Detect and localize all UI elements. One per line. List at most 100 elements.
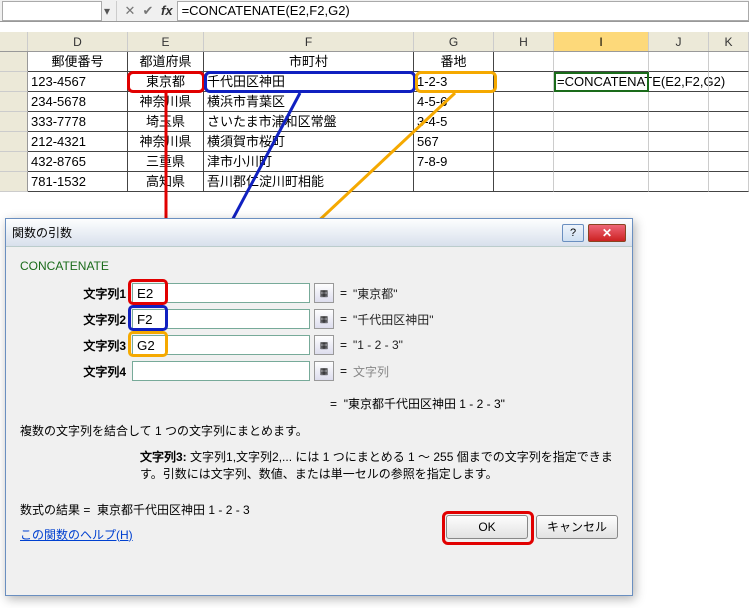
arg-input[interactable] <box>132 361 310 381</box>
cell[interactable] <box>709 172 749 192</box>
cell[interactable] <box>494 92 554 112</box>
arg-row: 文字列3▦="1 - 2 - 3" <box>20 335 618 355</box>
range-picker-icon[interactable]: ▦ <box>314 335 334 355</box>
cell[interactable] <box>414 172 494 192</box>
header-cell[interactable]: 番地 <box>414 52 494 72</box>
cell[interactable] <box>649 52 709 72</box>
cell[interactable]: 千代田区神田 <box>204 72 414 92</box>
header-cell[interactable]: 市町村 <box>204 52 414 72</box>
table-row: 432-8765三重県津市小川町7-8-9 <box>0 152 749 172</box>
cell[interactable] <box>554 52 649 72</box>
cell[interactable] <box>494 52 554 72</box>
cancel-button[interactable]: キャンセル <box>536 515 618 539</box>
cell[interactable]: 横須賀市桜町 <box>204 132 414 152</box>
cell[interactable] <box>494 152 554 172</box>
dialog-titlebar[interactable]: 関数の引数 ? ✕ <box>6 219 632 247</box>
cell[interactable]: 1-2-3 <box>414 72 494 92</box>
cell[interactable]: 東京都 <box>128 72 204 92</box>
range-picker-icon[interactable]: ▦ <box>314 361 334 381</box>
cell[interactable] <box>709 112 749 132</box>
cell[interactable]: 3-4-5 <box>414 112 494 132</box>
arg-label: 文字列3 <box>20 337 132 354</box>
formula-input[interactable]: =CONCATENATE(E2,F2,G2) <box>177 1 749 21</box>
row-header[interactable] <box>0 172 28 192</box>
col-header-g[interactable]: G <box>414 32 494 51</box>
row-header[interactable] <box>0 152 28 172</box>
cell[interactable]: 123-4567 <box>28 72 128 92</box>
cell[interactable] <box>554 112 649 132</box>
col-header-j[interactable]: J <box>649 32 709 51</box>
cell[interactable] <box>649 152 709 172</box>
cell[interactable] <box>709 152 749 172</box>
row-header[interactable] <box>0 92 28 112</box>
cell[interactable]: 吾川郡仁淀川町相能 <box>204 172 414 192</box>
cell[interactable]: 神奈川県 <box>128 92 204 112</box>
cell[interactable]: 333-7778 <box>28 112 128 132</box>
cell[interactable]: 212-4321 <box>28 132 128 152</box>
cell[interactable] <box>494 172 554 192</box>
col-header-f[interactable]: F <box>204 32 414 51</box>
arg-input[interactable] <box>132 335 310 355</box>
cell[interactable] <box>649 112 709 132</box>
header-cell[interactable]: 都道府県 <box>128 52 204 72</box>
accept-icon[interactable]: ✔ <box>139 3 157 19</box>
cell[interactable]: 神奈川県 <box>128 132 204 152</box>
col-header-e[interactable]: E <box>128 32 204 51</box>
cell[interactable] <box>649 72 709 92</box>
col-header-h[interactable]: H <box>494 32 554 51</box>
cell[interactable]: さいたま市浦和区常盤 <box>204 112 414 132</box>
cell[interactable] <box>649 92 709 112</box>
cell[interactable] <box>554 152 649 172</box>
cell[interactable]: 津市小川町 <box>204 152 414 172</box>
range-picker-icon[interactable]: ▦ <box>314 309 334 329</box>
cell[interactable] <box>494 72 554 92</box>
range-picker-icon[interactable]: ▦ <box>314 283 334 303</box>
cell[interactable] <box>709 132 749 152</box>
row-header[interactable] <box>0 52 28 72</box>
table-row: 212-4321神奈川県横須賀市桜町567 <box>0 132 749 152</box>
row-header[interactable] <box>0 72 28 92</box>
fx-icon[interactable]: fx <box>157 3 177 18</box>
cell[interactable] <box>709 92 749 112</box>
row-header[interactable] <box>0 112 28 132</box>
cell[interactable] <box>494 112 554 132</box>
cell[interactable] <box>709 72 749 92</box>
cell[interactable] <box>494 132 554 152</box>
cell[interactable]: =CONCATENATE(E2,F2,G2) <box>554 72 649 92</box>
cell[interactable]: 三重県 <box>128 152 204 172</box>
namebox-dropdown-icon[interactable]: ▾ <box>102 4 112 18</box>
header-cell[interactable]: 郵便番号 <box>28 52 128 72</box>
col-header-k[interactable]: K <box>709 32 749 51</box>
cell[interactable]: 4-5-6 <box>414 92 494 112</box>
cell[interactable]: 横浜市青葉区 <box>204 92 414 112</box>
cell[interactable] <box>554 92 649 112</box>
cell[interactable]: 埼玉県 <box>128 112 204 132</box>
ok-button[interactable]: OK <box>446 515 528 539</box>
cell[interactable] <box>649 172 709 192</box>
help-icon[interactable]: ? <box>562 224 584 242</box>
cancel-icon[interactable]: ✕ <box>121 3 139 19</box>
arg-input[interactable] <box>132 309 310 329</box>
col-header-d[interactable]: D <box>28 32 128 51</box>
cell[interactable] <box>554 132 649 152</box>
cell[interactable] <box>709 52 749 72</box>
cell[interactable] <box>649 132 709 152</box>
row-header[interactable] <box>0 132 28 152</box>
name-box[interactable] <box>2 1 102 21</box>
cell[interactable]: 234-5678 <box>28 92 128 112</box>
help-link[interactable]: この関数のヘルプ(H) <box>20 528 133 542</box>
cell[interactable]: 高知県 <box>128 172 204 192</box>
column-headers: D E F G H I J K <box>0 32 749 52</box>
close-icon[interactable]: ✕ <box>588 224 626 242</box>
col-header-i[interactable]: I <box>554 32 649 51</box>
cell[interactable]: 7-8-9 <box>414 152 494 172</box>
arg-result: "1 - 2 - 3" <box>353 338 403 352</box>
function-name: CONCATENATE <box>20 259 618 273</box>
cell[interactable]: 781-1532 <box>28 172 128 192</box>
cell[interactable]: 432-8765 <box>28 152 128 172</box>
cell[interactable] <box>554 172 649 192</box>
cell[interactable]: 567 <box>414 132 494 152</box>
preview-line: = "東京都千代田区神田 1 - 2 - 3" <box>20 395 618 412</box>
table-row: 333-7778埼玉県さいたま市浦和区常盤3-4-5 <box>0 112 749 132</box>
arg-input[interactable] <box>132 283 310 303</box>
